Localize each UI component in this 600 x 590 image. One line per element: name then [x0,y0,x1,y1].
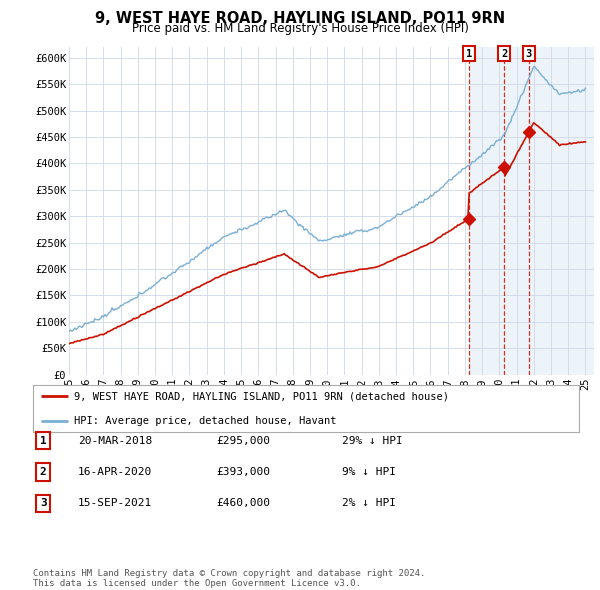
Text: 3: 3 [526,48,532,58]
Bar [469,47,594,375]
Text: Price paid vs. HM Land Registry's House Price Index (HPI): Price paid vs. HM Land Registry's House … [131,22,469,35]
Text: 3: 3 [40,499,47,508]
Text: £460,000: £460,000 [216,499,270,508]
Text: 20-MAR-2018: 20-MAR-2018 [78,436,152,445]
Text: £393,000: £393,000 [216,467,270,477]
Text: 2% ↓ HPI: 2% ↓ HPI [342,499,396,508]
Text: HPI: Average price, detached house, Havant: HPI: Average price, detached house, Hava… [74,417,337,427]
Text: 9, WEST HAYE ROAD, HAYLING ISLAND, PO11 9RN: 9, WEST HAYE ROAD, HAYLING ISLAND, PO11 … [95,11,505,25]
Text: 1: 1 [466,48,472,58]
Text: 9, WEST HAYE ROAD, HAYLING ISLAND, PO11 9RN (detached house): 9, WEST HAYE ROAD, HAYLING ISLAND, PO11 … [74,392,449,401]
Text: Contains HM Land Registry data © Crown copyright and database right 2024.
This d: Contains HM Land Registry data © Crown c… [33,569,425,588]
Text: 1: 1 [40,436,47,445]
Text: 15-SEP-2021: 15-SEP-2021 [78,499,152,508]
Text: 16-APR-2020: 16-APR-2020 [78,467,152,477]
Text: 2: 2 [40,467,47,477]
Text: 2: 2 [501,48,508,58]
Text: 9% ↓ HPI: 9% ↓ HPI [342,467,396,477]
Text: 29% ↓ HPI: 29% ↓ HPI [342,436,403,445]
Text: £295,000: £295,000 [216,436,270,445]
